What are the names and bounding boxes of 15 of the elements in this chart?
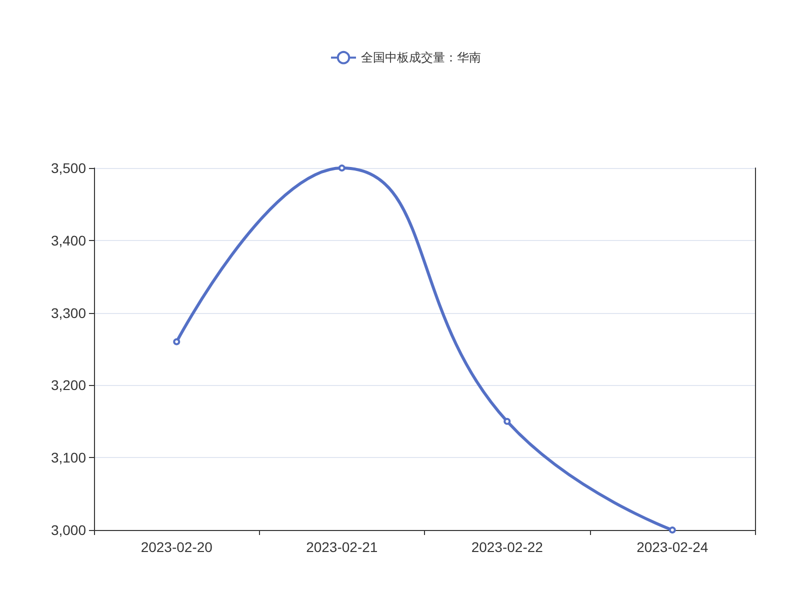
legend-label: 全国中板成交量：华南	[361, 50, 481, 65]
x-tick-label: 2023-02-20	[140, 539, 213, 555]
point	[338, 164, 346, 172]
x-tick-label: 2023-02-22	[471, 539, 544, 555]
y-tick-label: 3,100	[50, 450, 86, 466]
x-tick-label: 2023-02-24	[636, 539, 708, 555]
point	[668, 526, 676, 534]
y-tick-label: 3,000	[50, 522, 86, 538]
y-tick-label: 3,300	[50, 304, 86, 321]
y-tick-label: 3,200	[50, 377, 86, 394]
y-tick-label: 3,400	[50, 232, 86, 248]
x-tick-label: 2023-02-21	[306, 539, 378, 555]
point	[504, 418, 511, 425]
y-tick-label: 3,500	[50, 160, 86, 176]
point	[173, 338, 180, 346]
